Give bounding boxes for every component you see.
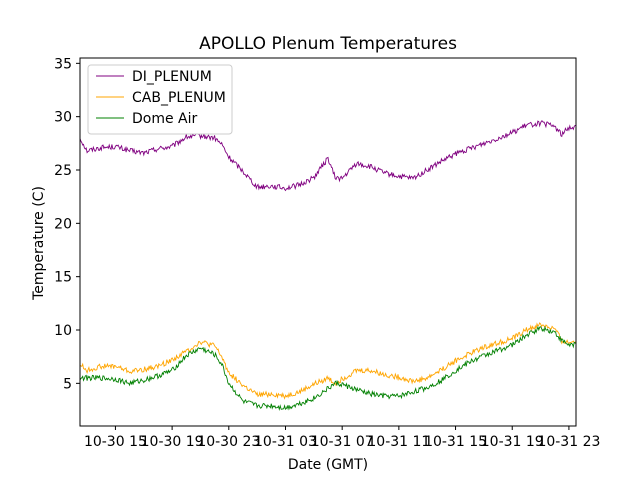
legend: DI_PLENUM CAB_PLENUM Dome Air bbox=[87, 64, 233, 135]
y-tick-label: 20 bbox=[54, 216, 72, 232]
axes-frame bbox=[79, 57, 577, 427]
x-tick-label: 10-31 03 bbox=[254, 434, 317, 450]
chart-title: APOLLO Plenum Temperatures bbox=[199, 34, 457, 54]
x-tick-label: 10-31 11 bbox=[367, 434, 430, 450]
y-tick-label: 15 bbox=[54, 270, 72, 286]
y-tick-label: 5 bbox=[63, 376, 72, 392]
series-line-di-plenum bbox=[79, 120, 576, 192]
y-axis: 5 10 15 20 25 30 35 bbox=[54, 56, 80, 392]
x-tick-label: 10-30 19 bbox=[141, 434, 204, 450]
y-tick-label: 10 bbox=[54, 323, 72, 339]
series-layer bbox=[79, 120, 577, 412]
y-tick-label: 30 bbox=[54, 110, 72, 126]
legend-label-cab-plenum: CAB_PLENUM bbox=[132, 90, 226, 106]
x-tick-label: 10-30 15 bbox=[84, 434, 147, 450]
axes-layer bbox=[79, 57, 577, 427]
y-tick-label: 25 bbox=[54, 163, 72, 179]
y-tick-label: 35 bbox=[54, 56, 72, 72]
legend-label-dome-air: Dome Air bbox=[132, 111, 198, 127]
series-line-dome-air bbox=[79, 325, 577, 412]
x-tick-label: 10-30 23 bbox=[197, 434, 260, 450]
legend-label-di-plenum: DI_PLENUM bbox=[132, 69, 212, 85]
x-tick-label: 10-31 15 bbox=[424, 434, 487, 450]
x-tick-label: 10-31 19 bbox=[481, 434, 544, 450]
series-line-cab-plenum bbox=[79, 322, 577, 400]
x-axis-label: Date (GMT) bbox=[288, 457, 368, 473]
y-axis-label: Temperature (C) bbox=[31, 186, 47, 301]
x-tick-label: 10-31 07 bbox=[311, 434, 374, 450]
legend-box bbox=[87, 64, 233, 135]
x-tick-label: 10-31 23 bbox=[537, 434, 600, 450]
